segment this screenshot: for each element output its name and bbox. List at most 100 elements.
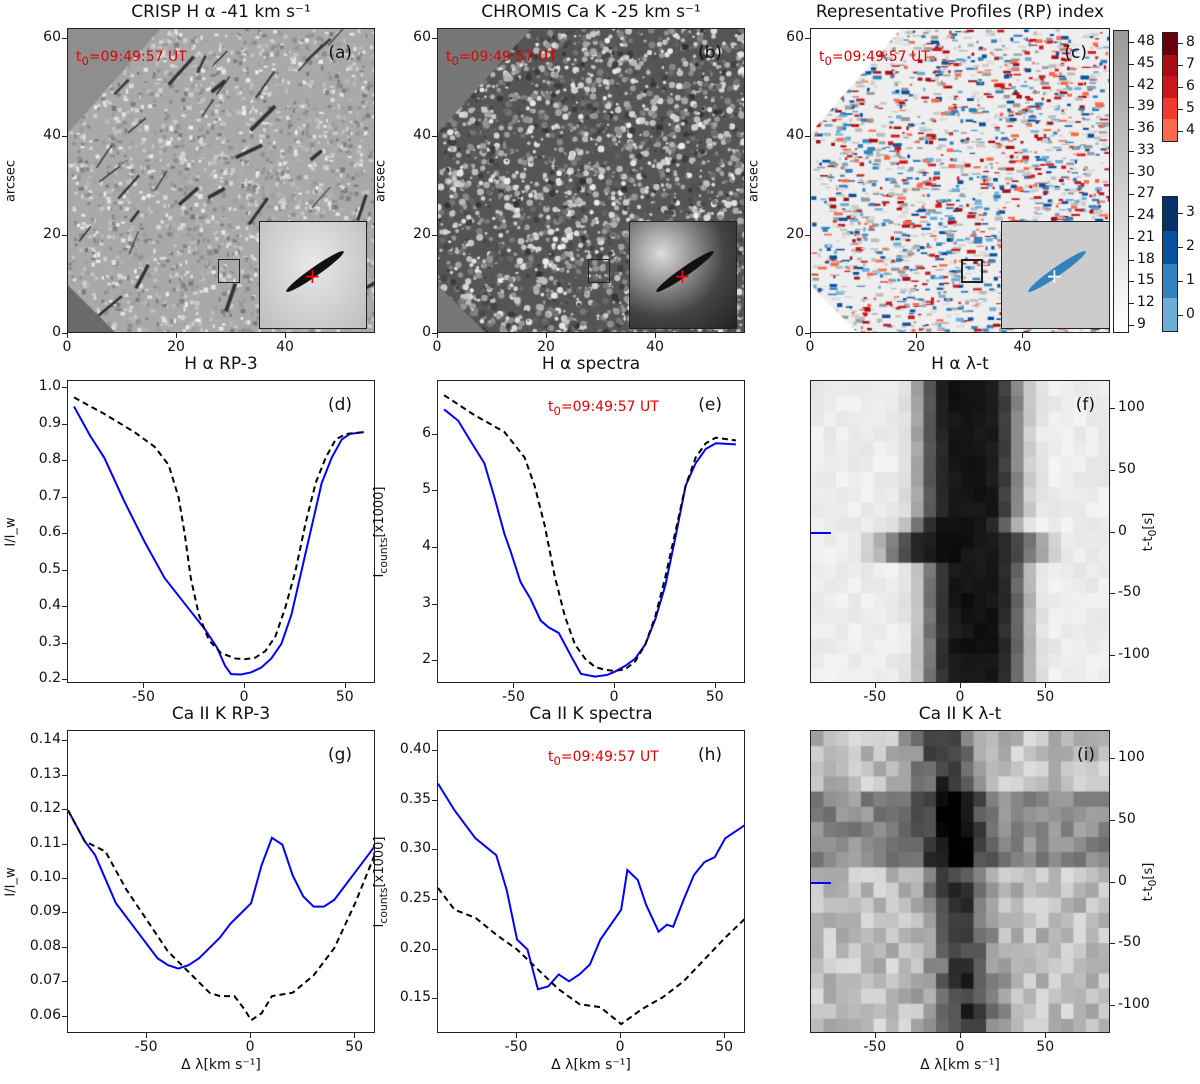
y-tick-label: 1.0 xyxy=(38,378,61,395)
y-tick-label: 0.40 xyxy=(399,740,431,757)
y-tick-label: 2 xyxy=(422,651,431,668)
inset-zoom: + xyxy=(629,221,737,329)
y-tick-label: -100 xyxy=(1118,995,1150,1012)
x-tick-mark xyxy=(344,683,346,688)
cursor-marker-icon: + xyxy=(1046,264,1063,288)
y-axis-label: t-t0[s] xyxy=(1141,512,1159,551)
y-tick-label: 0.5 xyxy=(38,560,61,577)
y-tick-label: 60 xyxy=(413,28,431,45)
y-tick-mark xyxy=(1110,469,1115,471)
x-tick-mark xyxy=(1045,683,1047,688)
y-tick-mark xyxy=(1110,881,1115,883)
y-tick-mark xyxy=(1110,531,1115,533)
y-tick-label: 5 xyxy=(422,481,431,498)
colorbar-tick-label: 21 xyxy=(1137,228,1155,245)
tick xyxy=(1129,85,1134,87)
tick xyxy=(1178,247,1183,248)
y-tick-mark xyxy=(62,912,67,914)
time-marker xyxy=(811,531,831,534)
panel-label: (a) xyxy=(328,43,352,63)
x-tick-label: 40 xyxy=(1013,339,1032,355)
series-RP-3 xyxy=(73,396,365,661)
y-tick-mark xyxy=(1110,819,1115,821)
axes-c: t0=09:49:57 UT (c) + xyxy=(810,28,1110,333)
inset-zoom: + xyxy=(1001,221,1109,329)
timestamp-label: t0=09:49:57 UT xyxy=(819,49,930,68)
y-tick-label: -50 xyxy=(1118,934,1141,951)
x-tick-label: 50 xyxy=(1036,1039,1055,1055)
y-tick-mark xyxy=(62,809,67,811)
x-tick-mark xyxy=(714,683,716,688)
lambda-t-image-i xyxy=(811,731,1109,1032)
x-tick-label: 0 xyxy=(432,339,442,355)
y-tick-mark xyxy=(62,569,67,571)
lambda-t-image-f xyxy=(811,381,1109,682)
y-tick-mark xyxy=(1110,408,1115,410)
cursor-marker-icon: + xyxy=(674,264,691,288)
y-tick-mark xyxy=(432,490,437,492)
x-tick-label: 50 xyxy=(715,1039,734,1055)
y-tick-mark xyxy=(62,774,67,776)
y-tick-mark xyxy=(432,547,437,549)
y-tick-label: 0.07 xyxy=(29,972,61,989)
y-tick-label: 0.15 xyxy=(399,989,431,1006)
y-tick-label: 0.7 xyxy=(38,487,61,504)
y-tick-label: 0 xyxy=(422,324,431,340)
series-RP-3 xyxy=(68,809,374,1022)
y-tick-label: 0.11 xyxy=(29,834,61,851)
y-tick-mark xyxy=(62,533,67,535)
y-tick-mark xyxy=(432,998,437,1000)
y-tick-label: 6 xyxy=(422,424,431,441)
tick xyxy=(1178,43,1183,44)
y-tick-mark xyxy=(805,333,810,334)
y-tick-label: 20 xyxy=(786,225,804,242)
colorbar-tick-label: 0 xyxy=(1186,306,1195,322)
x-tick-label: -50 xyxy=(863,1039,887,1055)
colorbar-tick-label: 30 xyxy=(1137,163,1155,180)
panel-label: (b) xyxy=(697,43,722,63)
x-tick-mark xyxy=(143,683,145,688)
color-swatch xyxy=(1163,264,1177,298)
y-tick-label: 0 xyxy=(795,324,804,340)
color-swatch xyxy=(1163,33,1177,55)
x-tick-mark xyxy=(437,333,438,338)
x-tick-label: 50 xyxy=(345,1039,364,1055)
y-tick-mark xyxy=(432,660,437,662)
y-tick-mark xyxy=(62,679,67,681)
y-tick-label: 100 xyxy=(1118,749,1145,766)
y-tick-label: 40 xyxy=(43,127,61,144)
y-tick-label: 60 xyxy=(786,28,804,45)
tick xyxy=(1178,87,1183,88)
y-tick-mark xyxy=(805,234,810,236)
x-tick-label: 40 xyxy=(646,339,664,355)
y-tick-label: 0.6 xyxy=(38,524,61,541)
plot-e xyxy=(443,394,737,678)
y-tick-label: 0.09 xyxy=(29,903,61,920)
panel-label: (h) xyxy=(697,745,722,765)
cursor-marker-icon: + xyxy=(304,264,321,288)
panel-title: CRISP H α -41 km s⁻¹ xyxy=(131,2,311,22)
axes-b: t0=09:49:57 UT (b) + xyxy=(437,28,745,333)
x-tick-label: 0 xyxy=(955,1039,965,1055)
x-tick-label: -50 xyxy=(863,689,887,705)
colorbar-tick-label: 27 xyxy=(1137,185,1155,202)
plot-d xyxy=(73,396,365,676)
axes-h: (h) t0=09:49:57 UT xyxy=(437,730,745,1033)
colorbar-tick-label: 45 xyxy=(1137,54,1155,71)
y-tick-label: 40 xyxy=(786,127,804,144)
y-tick-mark xyxy=(62,740,67,742)
x-tick-mark xyxy=(244,683,246,688)
y-tick-label: 0.9 xyxy=(38,414,61,431)
axes-d: (d) xyxy=(67,380,375,683)
x-tick-mark xyxy=(354,1033,356,1038)
colorbar-tick-label: 39 xyxy=(1137,98,1155,115)
color-swatch xyxy=(1163,197,1177,231)
x-tick-mark xyxy=(874,683,876,688)
y-tick-mark xyxy=(432,948,437,950)
y-tick-mark xyxy=(62,981,67,983)
y-tick-mark xyxy=(62,37,67,39)
x-tick-label: 50 xyxy=(1036,689,1055,705)
tick xyxy=(1129,63,1134,65)
x-tick-mark xyxy=(250,1033,252,1038)
axes-f: (f) xyxy=(810,380,1110,683)
